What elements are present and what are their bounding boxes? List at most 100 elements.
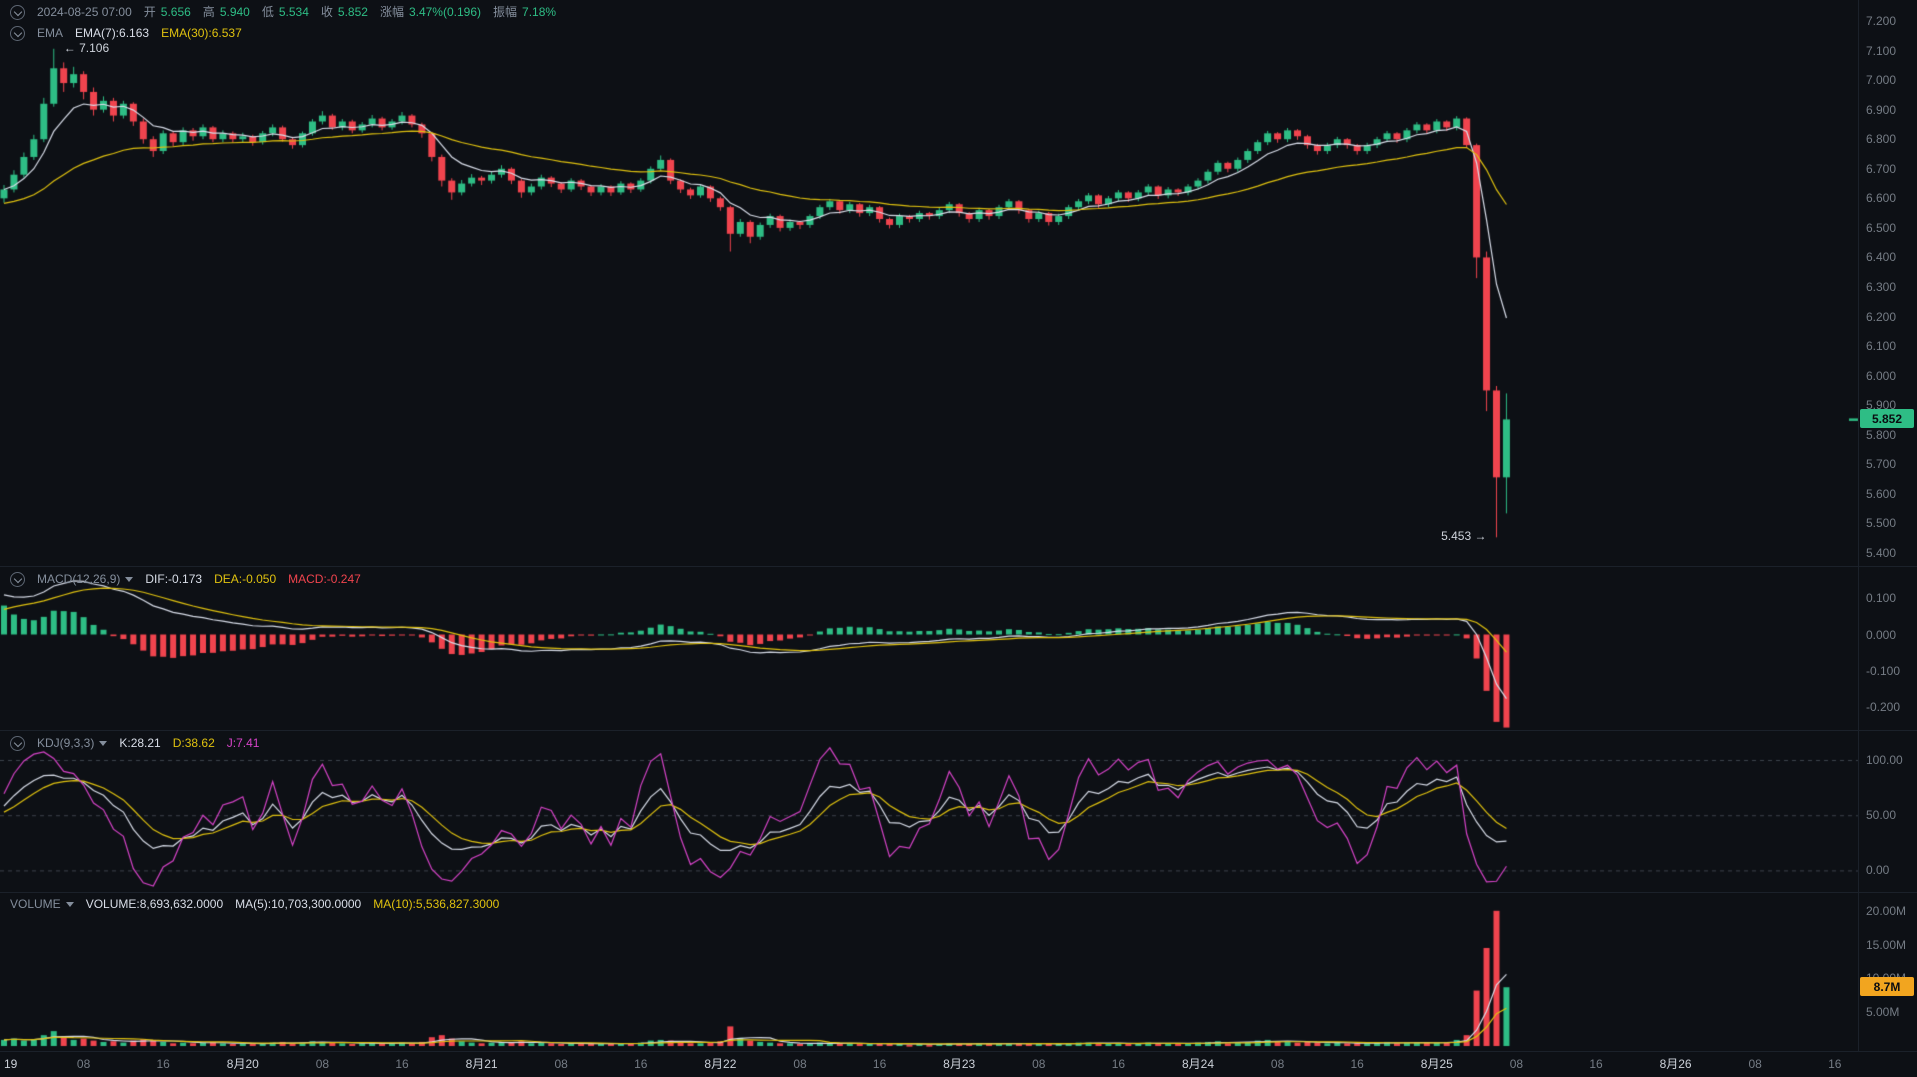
close-label: 收 [320, 5, 333, 19]
time-axis-label: 08 [76, 1057, 91, 1071]
time-axis-label: 08 [1748, 1057, 1762, 1071]
amplitude-field: 振幅 7.18% [493, 4, 556, 20]
time-axis-label: 8月22 [704, 1057, 737, 1071]
chevron-down-icon [125, 576, 134, 582]
macd-header: MACD(12,26,9) DIF:-0.173 DEA:-0.050 MACD… [10, 571, 361, 587]
close-field: 收 5.852 [321, 4, 368, 20]
time-axis-label: 08 [793, 1057, 807, 1071]
price-axis-label: 7.200 [1866, 14, 1897, 28]
price-axis-label: 6.800 [1866, 132, 1897, 147]
price-axis-label: 6.900 [1866, 102, 1897, 117]
macd-axis-label: 0.100 [1866, 591, 1897, 606]
indicator-toggle-icon[interactable] [10, 735, 25, 751]
time-axis-label: 8月26 [1659, 1057, 1692, 1071]
time-axis-label: 08 [315, 1057, 330, 1071]
macd-value: MACD:-0.247 [288, 572, 361, 586]
volume-value: VOLUME:8,693,632.0000 [85, 897, 224, 911]
volume-ma5-value: MA(5):10,703,300.0000 [235, 897, 362, 911]
change-field: 涨幅 3.47%(0.196) [380, 4, 481, 20]
high-value: 5.940 [219, 5, 250, 19]
macd-indicator-selector[interactable]: MACD(12,26,9) [37, 571, 134, 587]
high-price-annotation: ← 7.106 [63, 40, 110, 55]
time-axis-label: 16 [156, 1057, 170, 1071]
ema-indicator-label[interactable]: EMA [37, 26, 64, 40]
collapse-chevron-icon[interactable] [10, 25, 25, 41]
price-axis-label: 5.600 [1866, 486, 1897, 501]
close-value: 5.852 [337, 5, 368, 19]
kdj-header: KDJ(9,3,3) K:28.21 D:38.62 J:7.41 [10, 735, 259, 751]
panel-divider [0, 1051, 1917, 1052]
panel-divider [0, 892, 1917, 893]
time-axis-label: 8月20 [226, 1057, 259, 1071]
ema-info-bar: EMA EMA(7):6.163 EMA(30):6.537 [10, 25, 242, 41]
j-value: J:7.41 [226, 736, 260, 750]
chevron-down-icon [65, 901, 74, 907]
time-axis-label: 08 [1509, 1057, 1524, 1071]
price-axis-label: 5.700 [1866, 457, 1897, 472]
kdj-axis-label: 50.00 [1866, 808, 1897, 823]
price-axis-label: 5.500 [1866, 516, 1897, 531]
price-axis-label: 7.000 [1866, 73, 1897, 88]
price-axis-label: 5.800 [1866, 427, 1897, 442]
price-axis-label: 6.400 [1866, 250, 1897, 265]
time-axis-label: 8月25 [1420, 1057, 1453, 1071]
price-axis-label: 6.300 [1866, 280, 1897, 294]
d-value: D:38.62 [172, 736, 215, 750]
panel-divider [0, 730, 1917, 731]
macd-axis-label: -0.100 [1866, 663, 1901, 678]
time-axis-label: 08 [1270, 1057, 1285, 1071]
amplitude-label: 振幅 [493, 5, 518, 19]
time-axis-label: 16 [1589, 1057, 1603, 1071]
time-axis-label: 16 [1350, 1057, 1364, 1071]
time-axis-label: 16 [1828, 1057, 1842, 1071]
volume-axis-label: 5.00M [1866, 1005, 1900, 1020]
time-axis-label: 8月24 [1181, 1057, 1215, 1071]
k-value: K:28.21 [119, 736, 161, 750]
time-axis[interactable] [0, 1051, 1858, 1077]
macd-indicator-label: MACD(12,26,9) [37, 572, 121, 586]
price-axis-label: 6.700 [1866, 161, 1897, 176]
indicator-toggle-icon[interactable] [10, 571, 25, 587]
time-axis-label: 16 [1111, 1057, 1126, 1071]
macd-axis-label: 0.000 [1866, 627, 1897, 642]
dif-value: DIF:-0.173 [145, 572, 203, 586]
open-value: 5.656 [160, 5, 191, 19]
high-field: 高 5.940 [203, 4, 250, 20]
panel-divider [0, 566, 1917, 567]
candle-timestamp: 2024-08-25 07:00 [37, 5, 132, 19]
change-label: 涨幅 [379, 5, 404, 19]
time-axis-label: 8月23 [943, 1057, 976, 1071]
last-price-badge: 5.852 [1860, 409, 1914, 429]
price-axis-label: 6.500 [1866, 220, 1897, 235]
kdj-indicator-selector[interactable]: KDJ(9,3,3) [37, 735, 108, 751]
low-label: 低 [261, 5, 274, 19]
price-axis-label: 6.000 [1866, 368, 1897, 383]
change-value: 3.47%(0.196) [408, 5, 481, 19]
price-axis-label: 6.200 [1866, 309, 1897, 324]
volume-ma10-value: MA(10):5,536,827.3000 [373, 897, 500, 911]
time-axis-label: 16 [872, 1057, 887, 1071]
price-axis-label: 7.100 [1866, 43, 1897, 58]
chevron-down-icon [99, 740, 108, 746]
price-axis-label: 6.100 [1866, 339, 1897, 354]
time-axis-label: 19 [4, 1057, 18, 1071]
volume-indicator-selector[interactable]: VOLUME [10, 896, 74, 912]
low-price-annotation: 5.453 → [1441, 529, 1487, 544]
ema7-value: EMA(7):6.163 [75, 26, 150, 40]
volume-header: VOLUME VOLUME:8,693,632.0000 MA(5):10,70… [10, 896, 499, 912]
kdj-indicator-label: KDJ(9,3,3) [37, 736, 95, 750]
macd-axis-label: -0.200 [1866, 699, 1901, 714]
time-axis-label: 08 [554, 1057, 568, 1071]
low-value: 5.534 [278, 5, 309, 19]
high-label: 高 [202, 5, 215, 19]
axis-divider [1858, 0, 1859, 1051]
volume-axis-label: 20.00M [1866, 903, 1907, 918]
amplitude-value: 7.18% [522, 5, 557, 19]
price-axis-label: 6.600 [1866, 191, 1897, 206]
collapse-chevron-icon[interactable] [10, 4, 25, 20]
price-axis-label: 5.400 [1866, 546, 1897, 560]
dea-value: DEA:-0.050 [214, 572, 277, 586]
kdj-axis-label: 100.00 [1866, 753, 1903, 767]
